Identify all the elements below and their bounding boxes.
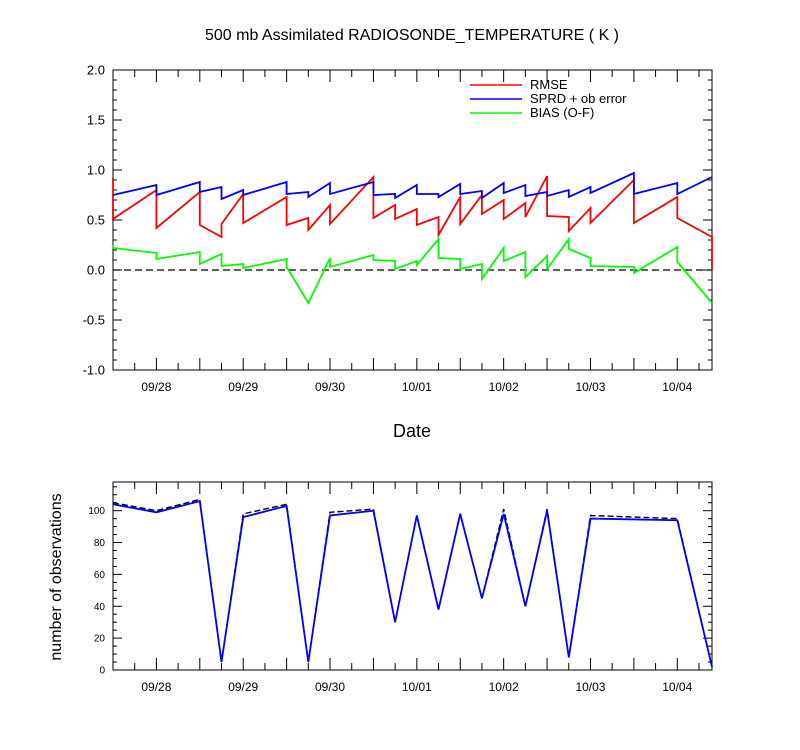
legend-label: RMSE <box>530 77 568 92</box>
x-tick-label: 09/30 <box>315 380 345 394</box>
y-tick-label: 100 <box>88 506 105 517</box>
x-tick-label: 09/29 <box>228 380 258 394</box>
bottom-y-axis-title: number of observations <box>48 493 65 660</box>
x-tick-label: 10/01 <box>402 680 432 694</box>
y-tick-label: -0.5 <box>83 313 105 328</box>
bottom-plot-area: 0 20 40 60 80 100 09/28 09/29 09/30 10/01 10/02 10/… <box>88 481 713 694</box>
x-tick-label: 10/04 <box>662 680 692 694</box>
x-tick-label: 10/01 <box>402 380 432 394</box>
top-chart-title: 500 mb Assimilated RADIOSONDE_TEMPERATUR… <box>205 27 619 44</box>
y-tick-label: 80 <box>94 538 106 549</box>
y-tick-label: 2.0 <box>87 63 105 78</box>
y-tick-label: 40 <box>94 602 106 613</box>
y-tick-label: 20 <box>94 634 106 645</box>
x-tick-label: 10/02 <box>489 380 519 394</box>
y-tick-label: -1.0 <box>83 363 105 378</box>
x-tick-label: 09/28 <box>141 380 171 394</box>
legend-label: BIAS (O-F) <box>530 105 594 120</box>
x-tick-label: 10/03 <box>575 380 605 394</box>
x-tick-label: 09/30 <box>315 680 345 694</box>
y-tick-label: 0.0 <box>87 263 105 278</box>
plot-frame <box>112 481 713 671</box>
x-tick-label: 10/02 <box>489 680 519 694</box>
x-tick-label: 10/04 <box>662 380 692 394</box>
series-line-observations-assimilated <box>112 499 713 668</box>
top-plot-area: -1.0 -0.5 0.0 0.5 1.0 1.5 2.0 09/28 09/29 09/30 10… <box>83 63 713 394</box>
y-tick-label: 60 <box>94 570 106 581</box>
x-tick-label: 10/03 <box>575 680 605 694</box>
y-tick-label: 0.5 <box>87 213 105 228</box>
top-x-axis-title: Date <box>393 421 431 441</box>
x-tick-label: 09/28 <box>141 680 171 694</box>
legend-label: SPRD + ob error <box>530 91 627 106</box>
y-tick-label: 0 <box>99 666 105 677</box>
plot-frame <box>112 69 713 371</box>
series-line-bias-o-f <box>112 236 713 305</box>
series-line-rmse <box>112 174 713 270</box>
y-tick-label: 1.5 <box>87 113 105 128</box>
y-tick-label: 1.0 <box>87 163 105 178</box>
x-tick-label: 09/29 <box>228 680 258 694</box>
series-line-sprd-ob-error <box>112 171 713 201</box>
